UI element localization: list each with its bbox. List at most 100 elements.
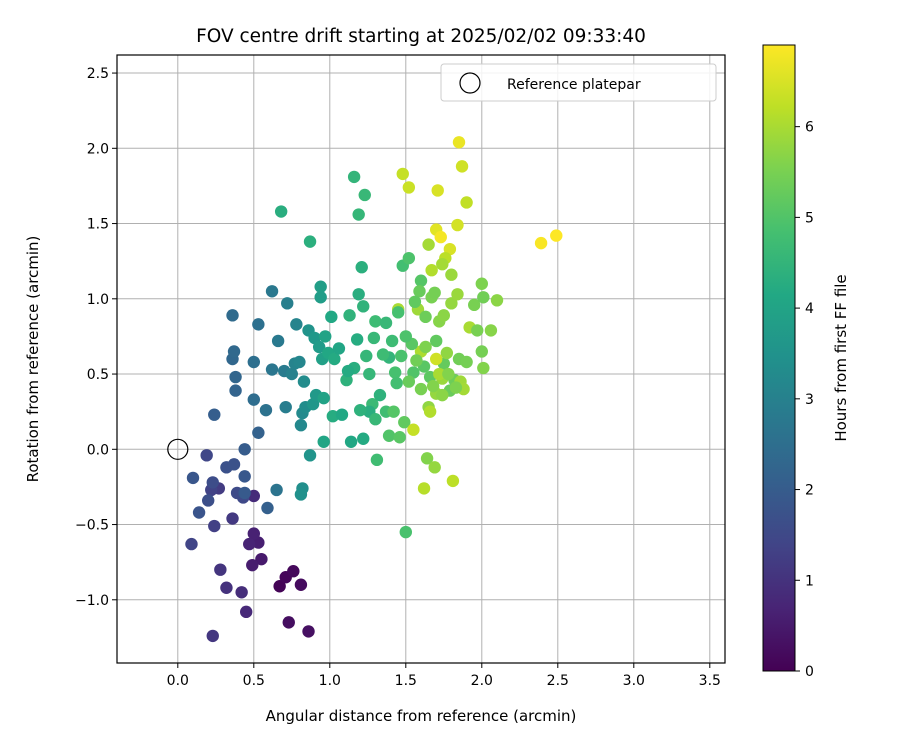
y-tick-label: 2.5 [87, 66, 109, 82]
x-tick-label: 2.0 [471, 673, 493, 689]
data-point [312, 340, 326, 354]
data-point [452, 136, 466, 149]
data-point [208, 519, 221, 533]
data-point [385, 334, 399, 348]
data-point [354, 403, 367, 417]
data-point [363, 367, 376, 381]
data-point [357, 432, 370, 445]
colorbar-tick-label: 3 [805, 392, 814, 408]
data-point [314, 291, 327, 304]
x-tick-label: 2.5 [547, 673, 569, 689]
x-tick-label: 1.5 [395, 673, 417, 689]
data-point [247, 393, 260, 406]
data-point [335, 408, 349, 421]
legend: Reference platepar [440, 63, 717, 102]
data-point [332, 342, 346, 355]
data-point [290, 318, 303, 331]
data-point [281, 297, 294, 310]
data-point [285, 367, 298, 381]
data-point [319, 330, 332, 343]
data-point [238, 470, 251, 483]
data-point [293, 355, 306, 369]
data-point [437, 309, 450, 322]
data-point [484, 324, 498, 337]
data-point [344, 435, 358, 448]
data-point [294, 419, 308, 432]
data-point [387, 405, 400, 418]
data-point [227, 345, 241, 358]
data-point [297, 375, 311, 388]
x-axis-label: Angular distance from reference (arcmin) [266, 707, 577, 725]
data-point [451, 218, 464, 232]
data-point [261, 501, 274, 515]
data-point [325, 310, 338, 324]
y-tick-label: −0.5 [75, 518, 109, 534]
colorbar-tick-label: 5 [805, 210, 814, 226]
data-point [434, 230, 447, 244]
data-point [358, 188, 371, 202]
data-point [273, 580, 286, 593]
x-tick-label: 3.0 [623, 673, 645, 689]
data-point [240, 605, 253, 619]
data-point [373, 388, 387, 402]
data-point [271, 334, 285, 348]
data-point [490, 294, 504, 307]
data-point [326, 409, 340, 423]
data-point [274, 205, 288, 218]
data-point [392, 306, 405, 319]
data-point [220, 581, 233, 594]
y-tick-label: 1.0 [87, 292, 109, 308]
data-point [369, 315, 382, 328]
y-tick-label: −1.0 [75, 593, 109, 609]
y-tick-label: 1.5 [87, 217, 109, 233]
colorbar-tick-label: 6 [805, 120, 814, 136]
data-point [282, 616, 295, 629]
data-point [390, 376, 403, 390]
data-point [436, 388, 449, 402]
data-point [426, 379, 440, 393]
legend-marker [459, 72, 481, 94]
data-point [259, 403, 273, 417]
colorbar-label: Hours from first FF file [832, 274, 850, 441]
data-point [238, 486, 251, 500]
plot-frame [116, 54, 726, 664]
data-point [477, 361, 490, 375]
data-point [407, 423, 420, 436]
colorbar-gradient [762, 44, 796, 672]
data-point [468, 298, 481, 312]
data-point [235, 586, 248, 599]
data-point [328, 352, 341, 366]
data-point [238, 443, 251, 456]
data-point [410, 354, 423, 367]
data-point [229, 384, 242, 397]
data-point [396, 167, 409, 181]
colorbar-tick-label: 0 [805, 664, 814, 680]
data-points [185, 136, 563, 643]
data-point [247, 527, 260, 540]
data-point [200, 449, 213, 462]
data-point [414, 382, 428, 396]
legend-entry-reference: Reference platepar [507, 77, 641, 93]
data-point [445, 297, 458, 310]
data-point [255, 552, 268, 566]
data-point [431, 184, 444, 197]
data-point [369, 412, 382, 426]
data-point [202, 494, 215, 507]
data-point [314, 280, 327, 293]
data-point [376, 348, 390, 361]
data-point [370, 453, 384, 467]
data-point [446, 474, 460, 488]
data-point [398, 416, 411, 429]
data-point [192, 506, 206, 519]
y-tick-label: 0.0 [87, 442, 109, 458]
reference-platepar-marker [167, 438, 189, 460]
x-tick-label: 0.0 [167, 673, 189, 689]
data-point [360, 349, 373, 363]
data-point [422, 238, 435, 251]
data-point [417, 482, 431, 495]
data-point [451, 288, 464, 301]
data-point [414, 274, 428, 287]
data-point [402, 181, 416, 194]
data-point [436, 257, 449, 271]
